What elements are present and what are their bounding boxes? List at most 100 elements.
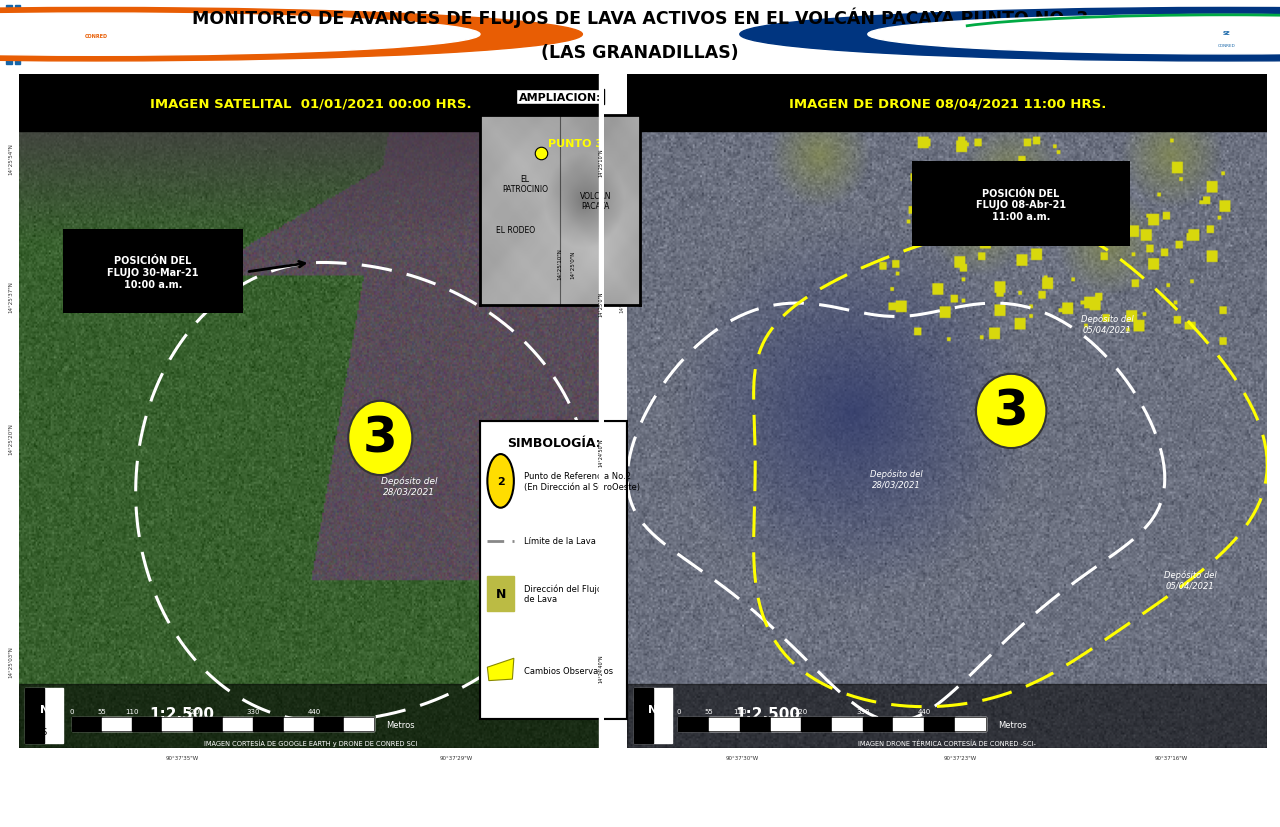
Polygon shape — [488, 658, 513, 681]
Text: Metros: Metros — [998, 719, 1027, 729]
Text: 14°25'0"N: 14°25'0"N — [599, 291, 603, 316]
Text: MONITOREO DE AVANCES DE FLUJOS DE LAVA ACTIVOS EN EL VOLCÁN PACAYA PUNTO NO. 3: MONITOREO DE AVANCES DE FLUJOS DE LAVA A… — [192, 7, 1088, 28]
Text: (LAS GRANADILLAS): (LAS GRANADILLAS) — [541, 44, 739, 62]
Text: 330: 330 — [247, 708, 260, 714]
Bar — [15, 6, 20, 65]
Bar — [634, 688, 672, 743]
Text: DE DESASTRES CLIMÁTICOS: DE DESASTRES CLIMÁTICOS — [36, 45, 96, 50]
Bar — [634, 688, 653, 743]
Circle shape — [868, 16, 1280, 55]
Text: PUNTO 3: PUNTO 3 — [549, 139, 603, 150]
Bar — [740, 717, 771, 732]
Text: GOBIERNO de: GOBIERNO de — [36, 14, 84, 19]
Text: S: S — [42, 727, 47, 736]
Text: 90°37'35"W: 90°37'35"W — [165, 755, 198, 760]
Text: 14°25'54"N: 14°25'54"N — [620, 143, 625, 174]
Text: IMAGEN CORTESÍA DE GOOGLE EARTH y DRONE DE CONRED SCI: IMAGEN CORTESÍA DE GOOGLE EARTH y DRONE … — [204, 739, 417, 747]
Wedge shape — [0, 12, 228, 58]
Bar — [599, 74, 603, 748]
Bar — [19, 685, 602, 748]
Text: N: N — [648, 705, 658, 715]
Text: 440: 440 — [918, 708, 931, 714]
Text: 3: 3 — [993, 388, 1029, 435]
Text: 14°25'0"N: 14°25'0"N — [571, 250, 575, 279]
Text: Cambios Observados: Cambios Observados — [525, 666, 613, 675]
Text: IMAGEN SATELITAL  01/01/2021 00:00 HRS.: IMAGEN SATELITAL 01/01/2021 00:00 HRS. — [150, 97, 471, 110]
Text: GUATEMALA: GUATEMALA — [36, 25, 93, 34]
Text: 90°37'23"W: 90°37'23"W — [943, 755, 977, 760]
Text: N: N — [40, 705, 49, 715]
Text: 110: 110 — [733, 708, 746, 714]
Circle shape — [488, 455, 513, 508]
Bar — [314, 717, 344, 732]
Text: EL
PATROCINIO: EL PATROCINIO — [502, 174, 548, 194]
Text: Metros: Metros — [387, 719, 415, 729]
Bar — [488, 576, 513, 611]
Text: 90°37'29"W: 90°37'29"W — [439, 755, 472, 760]
Bar — [102, 717, 132, 732]
Bar — [627, 685, 1267, 748]
Text: 440: 440 — [307, 708, 320, 714]
Circle shape — [0, 8, 582, 62]
Text: 0: 0 — [676, 708, 681, 714]
Text: N: N — [495, 587, 506, 600]
FancyBboxPatch shape — [63, 229, 243, 313]
Text: 330: 330 — [856, 708, 869, 714]
Bar — [801, 717, 832, 732]
Bar — [924, 717, 955, 732]
Text: Depósito del
05/04/2021: Depósito del 05/04/2021 — [1080, 314, 1134, 334]
Text: 14°25'20"N: 14°25'20"N — [620, 423, 625, 454]
Bar — [863, 717, 893, 732]
Text: 110: 110 — [125, 708, 140, 714]
Bar — [26, 688, 44, 743]
Bar — [678, 717, 986, 732]
Text: CONRED: CONRED — [1217, 44, 1235, 48]
Bar — [19, 74, 602, 131]
Text: 1:2,500: 1:2,500 — [736, 706, 800, 721]
Text: POSICIÓN DEL
FLUJO 30-Mar-21
10:00 a.m.: POSICIÓN DEL FLUJO 30-Mar-21 10:00 a.m. — [108, 256, 198, 289]
Bar — [72, 717, 102, 732]
Text: 14°25'54"N: 14°25'54"N — [9, 143, 13, 174]
Text: VOLCÁN
PACAYA: VOLCÁN PACAYA — [580, 192, 611, 211]
Bar — [72, 717, 375, 732]
Bar — [223, 717, 253, 732]
Text: 55: 55 — [705, 708, 713, 714]
Bar — [771, 717, 801, 732]
Bar — [893, 717, 924, 732]
Bar — [678, 717, 709, 732]
Bar — [6, 6, 12, 65]
Text: IMAGEN DE DRONE 08/04/2021 11:00 HRS.: IMAGEN DE DRONE 08/04/2021 11:00 HRS. — [788, 97, 1106, 110]
Bar — [678, 717, 986, 732]
Text: 220: 220 — [795, 708, 808, 714]
Bar — [72, 717, 375, 732]
Text: 55: 55 — [97, 708, 106, 714]
Text: 14°25'37"N: 14°25'37"N — [9, 281, 13, 313]
Text: 90°37'30"W: 90°37'30"W — [726, 755, 759, 760]
Text: SE: SE — [1222, 31, 1230, 36]
Text: EL RODEO: EL RODEO — [495, 226, 535, 234]
Circle shape — [977, 375, 1047, 448]
Circle shape — [740, 8, 1280, 62]
Text: Límite de la Lava: Límite de la Lava — [525, 537, 596, 545]
Bar — [832, 717, 863, 732]
Text: SIMBOLOGÍA:: SIMBOLOGÍA: — [507, 436, 600, 449]
Text: Depósito del
28/03/2021: Depósito del 28/03/2021 — [381, 476, 438, 495]
Bar — [253, 717, 284, 732]
Text: Depósito del
05/04/2021: Depósito del 05/04/2021 — [1164, 570, 1217, 590]
Text: 0: 0 — [69, 708, 74, 714]
FancyBboxPatch shape — [911, 162, 1130, 246]
Bar — [627, 74, 1267, 131]
Text: 14°25'37"N: 14°25'37"N — [620, 281, 625, 313]
Text: 14°25'03"N: 14°25'03"N — [620, 645, 625, 676]
Text: 3: 3 — [364, 414, 398, 462]
Text: 14°25'10"N: 14°25'10"N — [558, 248, 562, 280]
Text: Dirección del Flujo
de Lava: Dirección del Flujo de Lava — [525, 584, 602, 604]
Text: 2: 2 — [497, 476, 504, 486]
Text: 14°25'03"N: 14°25'03"N — [9, 645, 13, 676]
Text: 14°25'20"N: 14°25'20"N — [9, 423, 13, 454]
Text: Depósito del
28/03/2021: Depósito del 28/03/2021 — [869, 469, 923, 489]
Text: CONRED: CONRED — [84, 34, 108, 39]
Text: 90°37'16"W: 90°37'16"W — [1155, 755, 1188, 760]
Bar — [955, 717, 986, 732]
Text: 14°24'40"N: 14°24'40"N — [599, 653, 603, 681]
